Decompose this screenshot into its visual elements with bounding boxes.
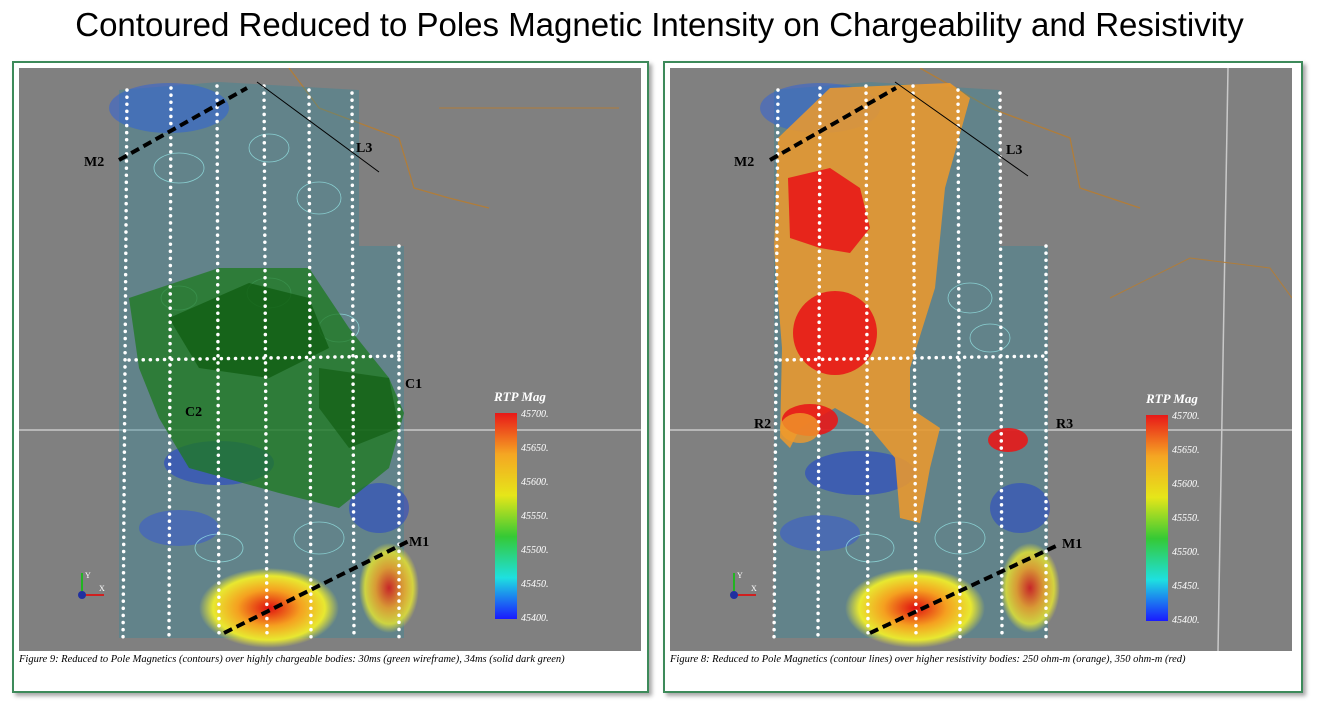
high-mag-zone — [845, 568, 985, 648]
survey-lines — [772, 84, 1050, 645]
label-m1: M1 — [409, 535, 429, 550]
low-mag-zone — [780, 515, 860, 551]
map-background — [670, 68, 1292, 651]
label-r3: R3 — [1056, 417, 1073, 432]
resistive-body-red — [793, 291, 877, 375]
rtp-mag-legend: RTP Mag 45700. 45650. 45600. 45550. 4550… — [1145, 391, 1200, 626]
creek-line — [919, 68, 1141, 209]
survey-lines — [121, 84, 406, 645]
resistive-body-red — [988, 428, 1028, 452]
figure-9-caption: Figure 9: Reduced to Pole Magnetics (con… — [19, 654, 565, 665]
l3-line — [894, 81, 1029, 177]
resistive-body-orange — [780, 413, 820, 443]
figure-8-caption: Figure 8: Reduced to Pole Magnetics (con… — [670, 654, 1186, 665]
legend-tick: 45550. — [521, 511, 549, 522]
l3-line — [256, 81, 380, 173]
figure-9-panel: M2 L3 C1 C2 M1 RTP Mag 45700. 45650. 456… — [12, 61, 649, 693]
label-m2: M2 — [84, 155, 104, 170]
figure-9-map: M2 L3 C1 C2 M1 RTP Mag 45700. 45650. 456… — [19, 68, 641, 651]
m2-trend-line — [118, 86, 248, 162]
legend-title: RTP Mag — [1145, 391, 1198, 406]
chargeable-body-solid — [169, 283, 329, 378]
svg-text:X: X — [99, 584, 105, 593]
legend-tick: 45550. — [1172, 513, 1200, 524]
legend-tick: 45700. — [1172, 411, 1200, 422]
low-mag-zone — [990, 483, 1050, 533]
creek-line — [288, 68, 490, 209]
legend-tick: 45600. — [521, 477, 549, 488]
label-m1: M1 — [1062, 537, 1082, 552]
rtp-mag-legend: RTP Mag 45700. 45650. 45600. 45550. 4550… — [493, 389, 549, 624]
label-l3: L3 — [356, 141, 372, 156]
legend-tick: 45450. — [521, 579, 549, 590]
legend-tick: 45400. — [521, 613, 549, 624]
label-m2: M2 — [734, 155, 754, 170]
legend-tick: 45500. — [521, 545, 549, 556]
chargeable-body-solid — [319, 368, 399, 448]
legend-tick: 45600. — [1172, 479, 1200, 490]
svg-text:X: X — [751, 584, 757, 593]
creek-line — [1109, 257, 1292, 299]
legend-tick: 45700. — [521, 409, 549, 420]
legend-tick: 45500. — [1172, 547, 1200, 558]
svg-text:Y: Y — [737, 571, 743, 580]
label-c1: C1 — [405, 377, 422, 392]
page-title: Contoured Reduced to Poles Magnetic Inte… — [75, 6, 1244, 43]
road-line — [1217, 68, 1229, 651]
figure-8-map: M2 L3 R2 R3 M1 RTP Mag 45700. 45650. 456… — [670, 68, 1292, 651]
low-mag-zone — [805, 451, 915, 495]
low-mag-zone — [139, 510, 219, 546]
low-mag-zone — [349, 483, 409, 533]
low-mag-zone — [109, 83, 229, 133]
resistive-body-red — [788, 168, 870, 253]
label-l3: L3 — [1006, 143, 1022, 158]
m1-trend-line — [223, 538, 412, 635]
figure-8-panel: M2 L3 R2 R3 M1 RTP Mag 45700. 45650. 456… — [663, 61, 1303, 693]
label-r2: R2 — [754, 417, 771, 432]
legend-title: RTP Mag — [493, 389, 546, 404]
legend-tick: 45650. — [1172, 445, 1200, 456]
legend-tick: 45400. — [1172, 615, 1200, 626]
axis-triad-icon: Y X — [78, 571, 105, 599]
high-mag-zone — [1000, 543, 1060, 633]
m2-trend-line — [769, 86, 897, 162]
high-mag-zone — [199, 568, 339, 648]
axis-triad-icon: Y X — [730, 571, 757, 599]
legend-tick: 45450. — [1172, 581, 1200, 592]
high-mag-zone — [359, 543, 419, 633]
legend-colorbar — [495, 413, 517, 619]
legend-tick: 45650. — [521, 443, 549, 454]
legend-colorbar — [1146, 415, 1168, 621]
label-c2: C2 — [185, 405, 202, 420]
m1-trend-line — [869, 544, 1057, 635]
svg-text:Y: Y — [85, 571, 91, 580]
